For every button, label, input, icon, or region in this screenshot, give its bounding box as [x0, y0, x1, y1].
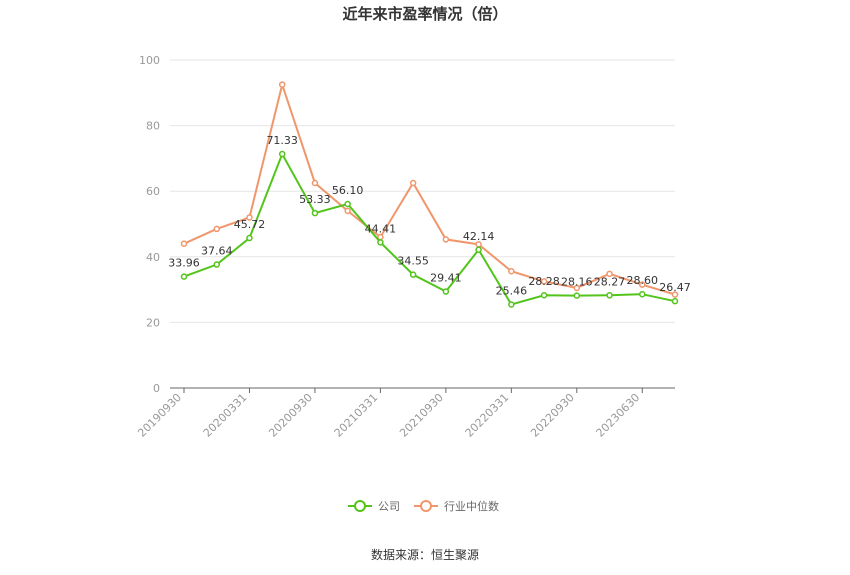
data-point	[344, 207, 351, 215]
data-point	[246, 234, 253, 242]
data-label: 37.64	[201, 245, 233, 258]
data-point	[213, 261, 220, 268]
x-tick-label: 20220331	[463, 391, 512, 440]
series-company	[180, 150, 679, 308]
legend-item-industry-median[interactable]: 行业中位数	[414, 499, 499, 513]
y-axis: 0 20 40 60 80 100	[139, 54, 160, 395]
data-label: 28.60	[627, 274, 659, 287]
legend[interactable]: 公司 行业中位数	[348, 499, 499, 513]
y-tick-label: 40	[146, 251, 160, 264]
x-tick-label: 20210331	[332, 391, 381, 440]
data-point	[278, 150, 286, 158]
series-layer	[180, 81, 679, 308]
data-point	[409, 179, 417, 187]
legend-marker	[354, 500, 366, 512]
y-tick-label: 80	[146, 120, 160, 133]
data-label: 33.96	[168, 257, 200, 270]
data-label: 45.72	[234, 218, 266, 231]
y-tick-label: 20	[146, 316, 160, 329]
data-point	[639, 281, 646, 288]
data-point	[475, 246, 482, 254]
y-tick-label: 0	[153, 382, 160, 395]
data-label: 28.16	[561, 276, 593, 289]
data-label: 42.14	[463, 230, 495, 243]
data-label: 56.10	[332, 184, 364, 197]
legend-label: 行业中位数	[444, 499, 499, 513]
x-tick-label: 20200331	[201, 391, 250, 440]
y-tick-label: 100	[139, 54, 160, 67]
grid-lines	[170, 59, 675, 323]
data-point	[180, 240, 188, 247]
data-point	[671, 297, 679, 305]
x-tick-label: 20230630	[594, 391, 643, 440]
data-point	[246, 214, 253, 221]
chart-title: 近年来市盈率情况（倍）	[342, 5, 507, 23]
x-tick-label: 20200930	[266, 391, 315, 440]
data-point	[639, 290, 646, 298]
data-point	[606, 270, 613, 278]
data-point	[442, 236, 450, 243]
x-tick-label: 20210930	[397, 391, 446, 440]
y-tick-label: 60	[146, 185, 160, 198]
x-tick-label: 20220930	[528, 391, 577, 440]
data-point	[311, 209, 319, 217]
data-label: 29.41	[430, 272, 462, 285]
data-point	[180, 273, 188, 280]
data-label: 71.33	[266, 134, 298, 147]
legend-label: 公司	[378, 500, 400, 513]
x-tick-label: 20190930	[135, 391, 184, 440]
legend-item-company[interactable]: 公司	[348, 500, 400, 513]
data-label: 44.41	[365, 222, 397, 235]
data-label: 25.46	[496, 284, 528, 297]
data-point	[409, 271, 417, 278]
data-point	[508, 267, 515, 275]
data-point	[213, 225, 220, 233]
source-note: 数据来源：恒生聚源	[371, 547, 479, 562]
data-point	[573, 292, 581, 299]
data-label: 28.28	[528, 275, 560, 288]
data-point	[573, 284, 581, 292]
data-point	[540, 291, 548, 299]
data-point	[606, 292, 613, 299]
data-point	[442, 288, 450, 295]
data-label: 34.55	[397, 255, 429, 268]
data-label: 26.47	[659, 281, 691, 294]
data-point	[540, 278, 548, 285]
legend-marker	[420, 500, 432, 512]
x-axis: 20190930 20200331 20200930 20210331 20210930…	[135, 387, 675, 440]
series-industry-median	[180, 81, 679, 298]
data-point	[278, 81, 286, 88]
data-point	[311, 179, 319, 187]
data-label: 53.33	[299, 193, 331, 206]
data-label: 28.27	[594, 275, 626, 288]
data-point	[344, 200, 351, 208]
data-point	[508, 301, 515, 308]
series-line	[183, 81, 676, 296]
series-line	[183, 151, 676, 306]
data-point	[377, 239, 384, 246]
data-point	[671, 291, 679, 298]
